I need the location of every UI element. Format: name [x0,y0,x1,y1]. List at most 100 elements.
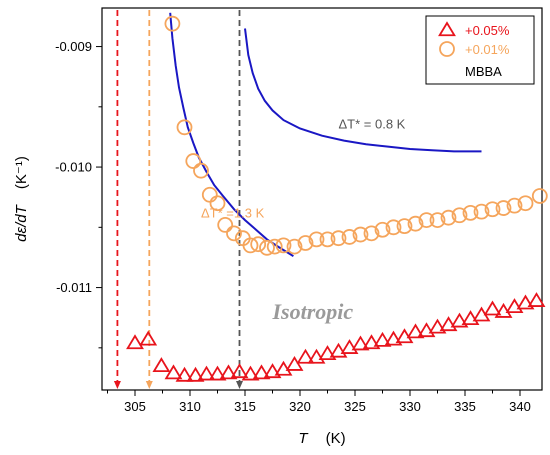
y-tick-label: -0.011 [56,280,92,295]
data-point-circle [286,238,303,255]
data-point-circle [193,162,209,179]
data-point-circle [308,231,325,248]
data-point-circle [319,231,336,248]
data-point-triangle [505,298,524,314]
data-point-circle [418,212,435,228]
data-point-triangle [428,318,447,334]
data-point-circle [396,218,413,235]
data-point-circle [266,238,283,255]
data-point-circle [185,153,202,169]
data-point-circle [506,197,523,214]
fit-curves [169,12,482,258]
data-point-triangle [219,364,238,380]
data-point-circle [451,207,468,224]
data-point-circle [341,229,358,245]
x-tick-label: 310 [179,399,201,414]
data-point-triangle [152,357,171,373]
data-point-triangle [241,365,260,381]
x-axis-symbol: T [298,430,309,447]
data-point-circle [385,219,402,236]
data-point-triangle [516,294,535,310]
data-point-circle [275,237,292,254]
data-point-circle [484,201,501,218]
data-point-circle [429,212,446,228]
plot-frame [101,7,543,391]
data-point-triangle [285,355,304,371]
legend-series-label: +0.01% [465,42,510,57]
x-tick-label: 315 [234,399,256,414]
data-point-triangle [384,330,403,346]
y-axis: -0.009 -0.010 -0.011 [55,39,102,349]
data-point-triangle [186,366,205,382]
data-point-circle [242,237,259,254]
legend-series-label: +0.05% [465,23,510,38]
x-tick-label: 320 [289,399,311,414]
data-point-triangle [483,300,502,316]
data-point-circle [209,195,226,212]
x-axis-title: T (K) [298,430,345,447]
legend-label: MBBA [465,64,502,79]
data-point-triangle [362,334,381,350]
y-axis-symbol: dε/dT [13,203,30,241]
fit-curve [169,12,294,258]
data-point-circle [330,230,347,247]
data-point-circle [473,203,490,220]
data-point-triangle [197,365,216,381]
data-point-triangle [208,365,227,381]
data-point-triangle [406,323,425,339]
data-point-circle [374,221,391,238]
x-tick-label: 340 [509,399,531,414]
data-point-triangle [307,348,326,364]
data-point-triangle [252,364,271,380]
x-tick-label: 305 [124,399,146,414]
x-tick-label: 335 [454,399,476,414]
data-point-circle [407,215,424,232]
data-point-triangle [230,363,249,379]
data-point-circle [250,236,267,253]
y-tick-label: -0.009 [55,39,92,54]
data-point-triangle [417,322,436,338]
y-tick-label: -0.010 [55,160,92,175]
data-point-circle [176,119,193,136]
data-point-triangle [263,363,282,379]
region-label: Isotropic [272,299,354,324]
fit-curve [244,28,482,153]
data-point-circle [352,226,369,243]
data-point-triangle [318,345,337,360]
data-point-circle [226,225,242,242]
delta-t-annotation: ΔT* = 0.8 K [339,117,406,132]
data-point-triangle [450,312,469,328]
transition-arrow [236,381,243,389]
legend-marker-circle [439,41,455,57]
delta-t-annotation: ΔT* =1.3 K [201,206,265,221]
data-point-circle [201,186,218,203]
data-point-triangle [439,316,458,332]
data-point-circle [297,235,314,251]
data-point-circle [440,209,457,226]
annotations: ΔT* = 0.8 K ΔT* =1.3 K Isotropic [201,117,406,324]
data-point-circle [462,204,479,221]
data-point-circle [517,195,534,212]
data-point-circle [495,200,512,216]
data-point-circle [217,217,234,233]
y-axis-title: dε/dT (K⁻¹) [13,156,30,242]
data-point-triangle [126,334,144,350]
data-point-circle [164,15,181,32]
data-point-triangle [329,342,348,358]
data-point-triangle [351,335,370,351]
x-tick-label: 330 [399,399,421,414]
data-point-triangle [527,292,546,307]
x-axis: 305 310 315 320 325 330 335 340 [107,390,531,414]
data-point-circle [531,188,548,204]
data-point-triangle [164,364,183,380]
transition-arrow [113,381,121,389]
data-point-triangle [373,331,392,347]
x-tick-label: 325 [344,399,366,414]
data-series [126,15,548,382]
y-axis-unit: (K⁻¹) [13,156,30,189]
data-point-circle [259,239,275,256]
data-point-triangle [139,330,158,346]
data-point-triangle [296,348,315,364]
x-axis-unit: (K) [326,430,346,447]
